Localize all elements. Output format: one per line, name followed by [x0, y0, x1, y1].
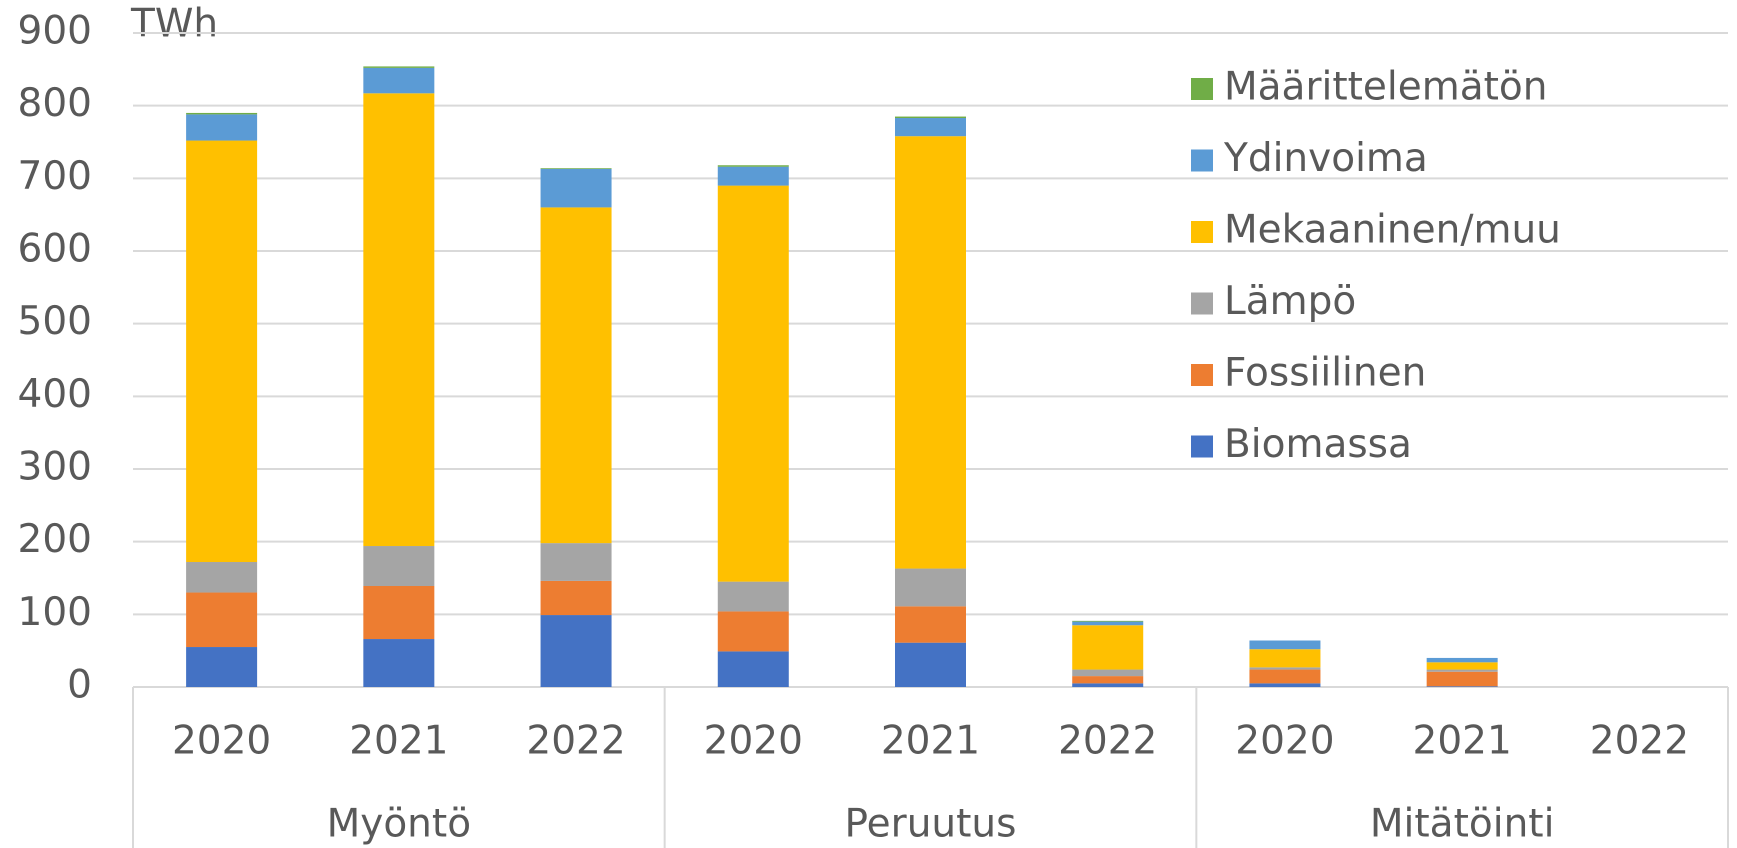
bar-segment — [895, 118, 966, 137]
bar-segment — [540, 543, 612, 581]
bar-segment — [1249, 683, 1321, 687]
bar-segment — [717, 611, 789, 652]
bar-segment — [1249, 640, 1321, 650]
bar-segment — [895, 606, 966, 643]
bar-segment — [717, 185, 789, 582]
y-tick-label: 800 — [18, 81, 92, 126]
y-tick-label: 100 — [18, 590, 92, 635]
x-tick-label: 2021 — [881, 719, 980, 764]
bar-segment — [1249, 669, 1321, 684]
bar-segment — [363, 585, 435, 640]
x-tick-label: 2022 — [526, 719, 625, 764]
bar-segment — [363, 93, 435, 547]
bar-segment — [895, 136, 966, 569]
legend-swatch — [1191, 364, 1213, 386]
bar-segment — [1426, 686, 1498, 687]
legend-swatch — [1191, 149, 1213, 172]
x-tick-label: 2020 — [1235, 719, 1334, 764]
x-tick-label: 2021 — [349, 719, 448, 764]
bar-segment — [186, 112, 258, 115]
bar-segment — [363, 546, 435, 586]
legend-swatch — [1191, 78, 1213, 100]
legend-label: Määrittelemätön — [1224, 65, 1547, 110]
legend-label: Ydinvoima — [1223, 136, 1428, 181]
bar-segment — [1426, 669, 1498, 672]
y-tick-label: 200 — [18, 517, 92, 562]
bar-segment — [186, 647, 258, 687]
bar-segment — [1426, 657, 1498, 663]
bar-segment — [717, 165, 789, 167]
bar-segment — [540, 168, 612, 169]
group-label: Myöntö — [327, 802, 471, 847]
bar-segment — [1072, 683, 1144, 687]
bar-segment — [717, 581, 789, 612]
y-tick-label: 500 — [18, 299, 92, 344]
legend-label: Lämpö — [1224, 279, 1356, 324]
bar-segment — [717, 166, 789, 186]
y-tick-label: 400 — [18, 372, 92, 417]
group-label: Peruutus — [845, 802, 1017, 847]
legend-label: Mekaaninen/muu — [1224, 208, 1561, 253]
legend-label: Biomassa — [1224, 422, 1412, 467]
y-tick-label: 600 — [18, 227, 92, 272]
bar-segment — [1072, 669, 1144, 677]
x-tick-label: 2022 — [1058, 719, 1157, 764]
bar-segment — [363, 67, 435, 94]
y-axis-unit: TWh — [130, 2, 218, 47]
y-tick-label: 900 — [18, 9, 92, 54]
bar-segment — [540, 168, 612, 208]
bar-segment — [1072, 620, 1144, 622]
group-label: Mitätöinti — [1370, 802, 1555, 847]
bar-segment — [1426, 662, 1498, 670]
y-tick-label: 0 — [67, 663, 92, 708]
bar-segment — [540, 615, 612, 687]
bar-segment — [1249, 667, 1321, 670]
bar-segment — [186, 592, 258, 648]
y-tick-label: 700 — [18, 154, 92, 199]
legend-swatch — [1191, 221, 1213, 243]
bar-segment — [717, 651, 789, 687]
bar-segment — [540, 580, 612, 616]
bar-segment — [186, 114, 258, 141]
bar-segment — [363, 639, 435, 687]
bar-segment — [895, 116, 966, 119]
legend-swatch — [1191, 435, 1213, 458]
x-tick-label: 2020 — [172, 719, 271, 764]
x-tick-label: 2021 — [1413, 719, 1512, 764]
bar-segment — [1072, 676, 1144, 684]
bar-segment — [895, 568, 966, 607]
bar-segment — [363, 66, 435, 68]
legend-label: Fossiilinen — [1224, 351, 1426, 396]
bar-segment — [1072, 621, 1144, 626]
bar-segment — [186, 562, 258, 593]
bar-segment — [1426, 671, 1498, 687]
bar-segment — [1249, 649, 1321, 668]
bar-segment — [1072, 625, 1144, 670]
x-tick-label: 2022 — [1590, 719, 1689, 764]
bar-segment — [540, 207, 612, 544]
bar-segment — [186, 140, 258, 563]
y-tick-label: 300 — [18, 445, 92, 490]
bar-segment — [895, 642, 966, 687]
legend-swatch — [1191, 292, 1213, 315]
x-tick-label: 2020 — [704, 719, 803, 764]
